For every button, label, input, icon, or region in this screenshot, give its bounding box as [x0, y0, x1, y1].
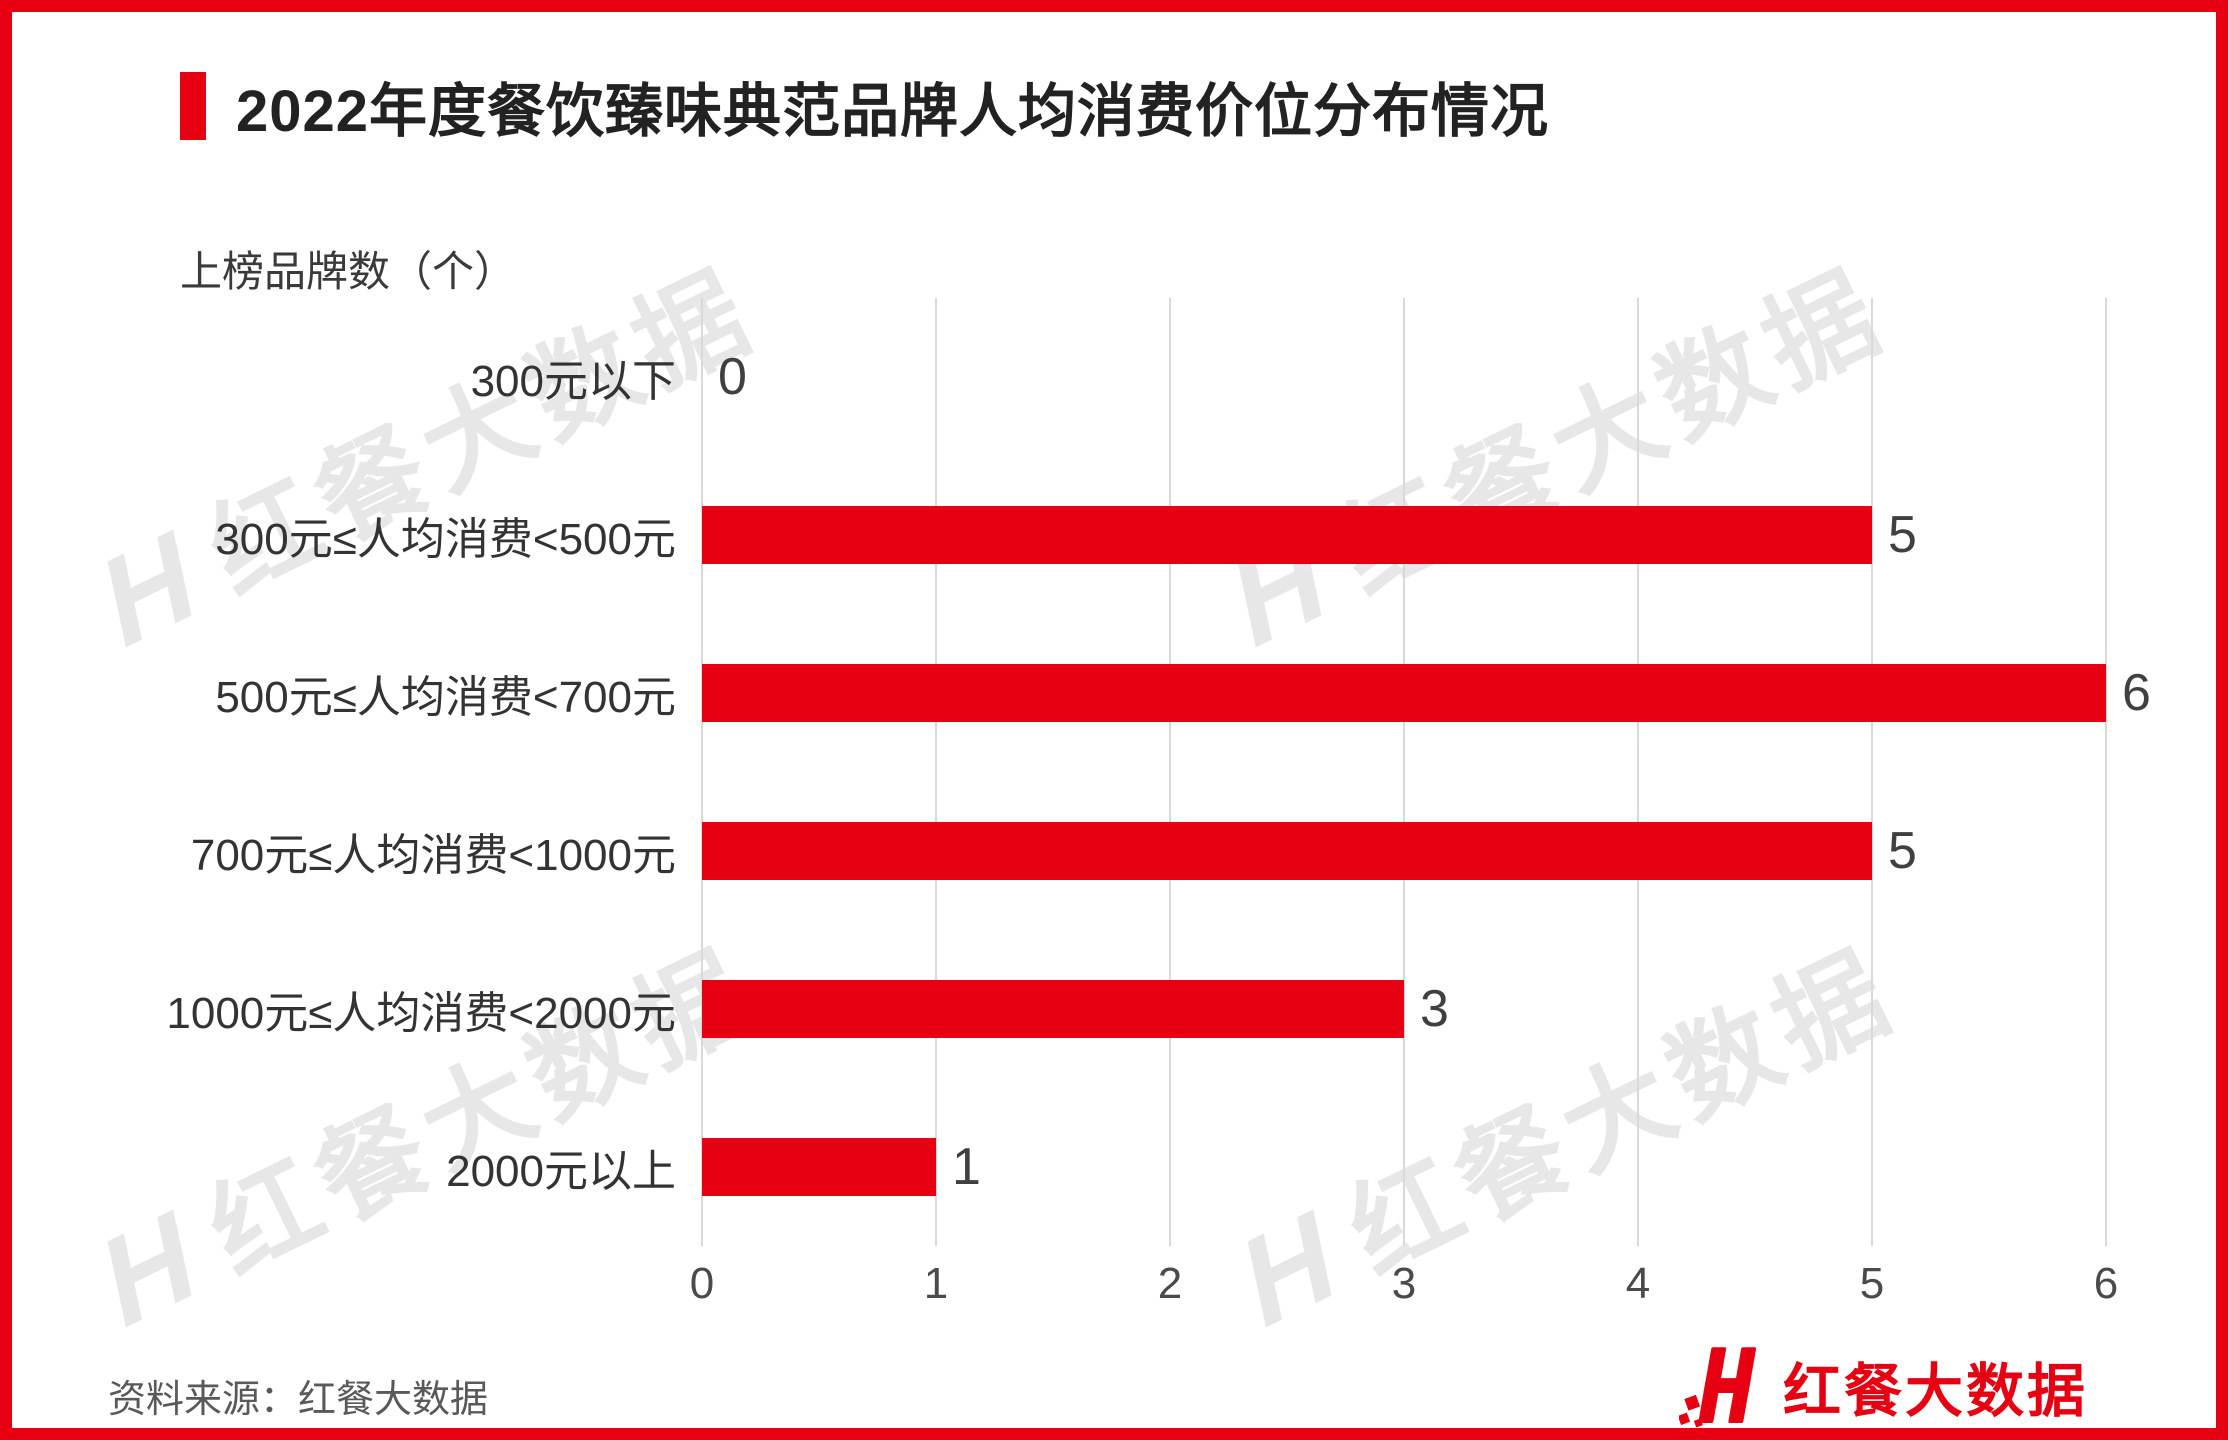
- bar: [702, 506, 1872, 564]
- x-tick-label: 2: [1157, 1259, 1183, 1308]
- chart-title: 2022年度餐饮臻味典范品牌人均消费价位分布情况: [236, 79, 1550, 144]
- bar-track: 0: [702, 298, 2106, 456]
- value-label: 1: [952, 1138, 981, 1196]
- gridline: [935, 298, 937, 1246]
- bar-track: 5: [702, 456, 2106, 614]
- category-label: 700元≤人均消费<1000元: [190, 831, 676, 880]
- x-axis: 0 1 2 3 4 5 6: [690, 1259, 2118, 1319]
- x-tick-label: 3: [1391, 1259, 1417, 1308]
- bar-row: 300元以下 0: [12, 298, 2216, 456]
- value-label: 5: [1888, 506, 1917, 564]
- category-label: 300元≤人均消费<500元: [215, 515, 676, 564]
- bar-row: 2000元以上 1: [12, 1088, 2216, 1246]
- y-axis-title: 上榜品牌数（个）: [180, 248, 517, 295]
- value-label: 0: [718, 348, 747, 406]
- category-label: 300元以下: [470, 357, 676, 406]
- bar: [702, 664, 2106, 722]
- x-tick-label: 6: [2093, 1259, 2119, 1308]
- bar: [702, 822, 1872, 880]
- bar-row: 500元≤人均消费<700元 6: [12, 614, 2216, 772]
- value-label: 5: [1888, 822, 1917, 880]
- bar-track: 3: [702, 930, 2106, 1088]
- x-tick-label: 0: [689, 1259, 715, 1308]
- bar-row: 700元≤人均消费<1000元 5: [12, 772, 2216, 930]
- bar-track: 6: [702, 614, 2151, 772]
- category-label: 500元≤人均消费<700元: [215, 673, 676, 722]
- bar-rows: 300元以下 0 300元≤人均消费<500元 5 500元≤人均消费<700元 6 700…: [12, 298, 2216, 1246]
- bar: [702, 980, 1404, 1038]
- category-label: 2000元以上: [446, 1147, 676, 1196]
- value-label: 6: [2122, 664, 2151, 722]
- gridline: [2105, 298, 2107, 1246]
- gridline: [1871, 298, 1873, 1246]
- bar-track: 1: [702, 1088, 2106, 1246]
- brand-logo-icon: [1678, 1347, 1757, 1428]
- gridline: [1169, 298, 1171, 1246]
- bar-row: 1000元≤人均消费<2000元 3: [12, 930, 2216, 1088]
- brand-logo: 红餐大数据: [1678, 1342, 2088, 1428]
- bar-row: 300元≤人均消费<500元 5: [12, 456, 2216, 614]
- bar-track: 5: [702, 772, 2106, 930]
- x-tick-label: 4: [1625, 1259, 1651, 1308]
- chart-content: 2022年度餐饮臻味典范品牌人均消费价位分布情况 上榜品牌数（个） 300元以下…: [12, 12, 2216, 1428]
- gridlines: [701, 298, 2107, 1246]
- gridline: [1403, 298, 1405, 1246]
- x-tick-label: 5: [1859, 1259, 1885, 1308]
- brand-logo-text: 红餐大数据: [1782, 1359, 2088, 1424]
- source-note: 资料来源：红餐大数据: [108, 1379, 489, 1421]
- chart-header: 2022年度餐饮臻味典范品牌人均消费价位分布情况: [180, 64, 1549, 148]
- plot-area: 300元以下 0 300元≤人均消费<500元 5 500元≤人均消费<700元 6 700…: [12, 298, 2216, 1246]
- value-label: 3: [1420, 980, 1449, 1038]
- title-accent-bar: [180, 72, 206, 140]
- category-label: 1000元≤人均消费<2000元: [166, 989, 676, 1038]
- x-tick-label: 1: [923, 1259, 949, 1308]
- gridline: [701, 298, 703, 1246]
- gridline: [1637, 298, 1639, 1246]
- bar: [702, 1138, 936, 1196]
